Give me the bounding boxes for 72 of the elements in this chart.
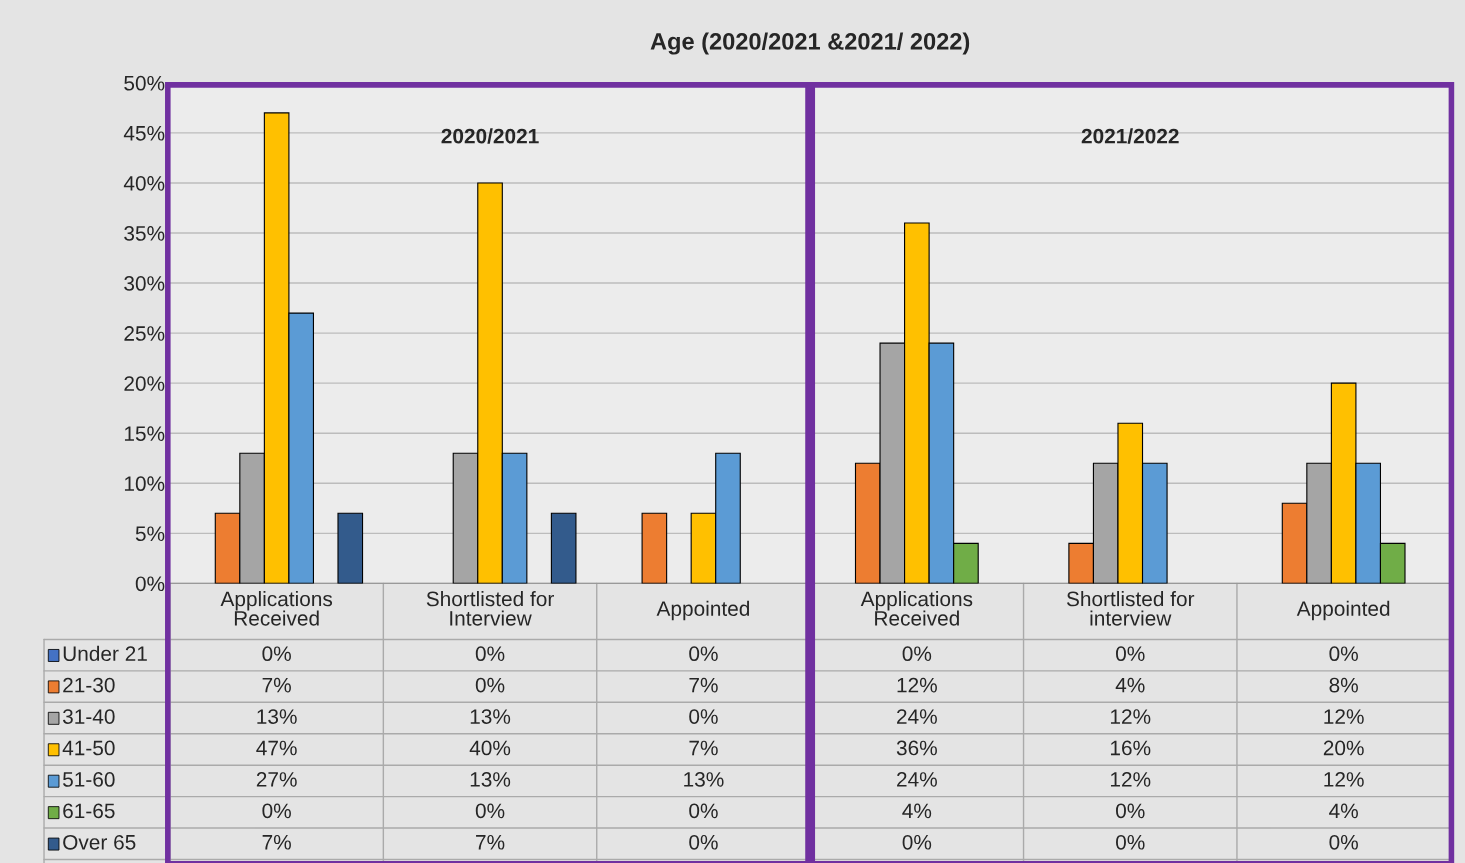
legend-label: 31-40 [62,709,115,724]
data-label: 0% [689,834,718,850]
data-label: 0% [262,803,291,819]
data-label: 13% [470,772,511,787]
data-label: 27% [256,772,297,787]
legend-label: 21-30 [63,677,115,693]
y-tick-label: 40% [123,175,165,191]
data-label: 20% [1323,740,1364,756]
data-label: 13% [470,709,511,724]
data-label: 0% [475,646,505,662]
data-label: 0% [1116,803,1145,819]
data-label: 8% [1329,677,1358,693]
data-label: 0% [1329,646,1358,662]
data-label: 0% [262,646,291,662]
data-label: 0% [475,677,505,693]
x-tick-label: Appointed [656,600,750,621]
x-tick-label: Appointed [1296,600,1390,621]
data-label: 47% [256,740,297,756]
y-tick-label: 50% [124,75,165,91]
data-label: 0% [689,646,718,662]
data-label: 7% [689,677,718,693]
y-tick-label: 45% [123,125,165,141]
data-label: 24% [897,709,937,724]
data-label: 4% [902,803,932,819]
x-tick-label: Shortlisted for Interview [426,591,554,626]
bar [641,512,668,584]
data-label: 36% [896,740,937,756]
data-label: 0% [689,709,718,724]
y-tick-label: 10% [124,476,165,492]
y-tick-label: 30% [124,276,165,291]
x-tick-label: Applications Received [220,591,333,626]
x-tick-label: Applications Received [860,591,973,626]
y-tick-label: 0% [135,576,165,592]
y-tick-label: 15% [124,426,165,441]
data-label: 24% [897,772,937,787]
legend-label: 41-50 [62,740,115,756]
data-label: 4% [1115,677,1145,693]
legend-label: Over 65 [63,834,136,850]
chart-title: Age (2020/2021 &2021/ 2022) [650,32,970,55]
data-label: 0% [475,803,505,819]
data-label: 0% [902,834,932,850]
y-tick-label: 35% [124,226,165,241]
y-tick-label: 25% [124,326,165,341]
bar [550,512,577,584]
data-label: 0% [1116,834,1145,850]
data-label: 12% [897,677,937,693]
annotation: 2020/2021 [441,128,539,144]
data-label: 7% [476,835,505,850]
data-label: 7% [262,677,291,693]
data-label: 12% [1324,709,1364,724]
data-label: 0% [1116,646,1145,662]
legend-label: Under 21 [63,645,147,662]
legend-label: 51-60 [63,772,115,787]
bar [337,512,364,584]
data-label: 13% [684,772,724,787]
y-tick-label: 20% [124,376,165,391]
data-label: 0% [1329,834,1358,850]
data-label: 12% [1110,772,1151,787]
data-label: 4% [1329,803,1358,819]
data-label: 12% [1110,709,1151,724]
data-label: 40% [469,740,511,756]
annotation: 2021/2022 [1081,128,1179,144]
data-label: 7% [262,835,291,850]
y-tick-label: 5% [135,526,165,542]
data-label: 12% [1324,772,1364,787]
data-label: 7% [689,740,718,756]
data-label: 13% [257,709,297,724]
data-label: 16% [1110,740,1151,756]
legend-label: 61-65 [63,803,115,819]
data-label: 0% [689,803,718,819]
x-tick-label: Shortlisted for interview [1066,591,1195,626]
data-label: 0% [902,646,932,662]
